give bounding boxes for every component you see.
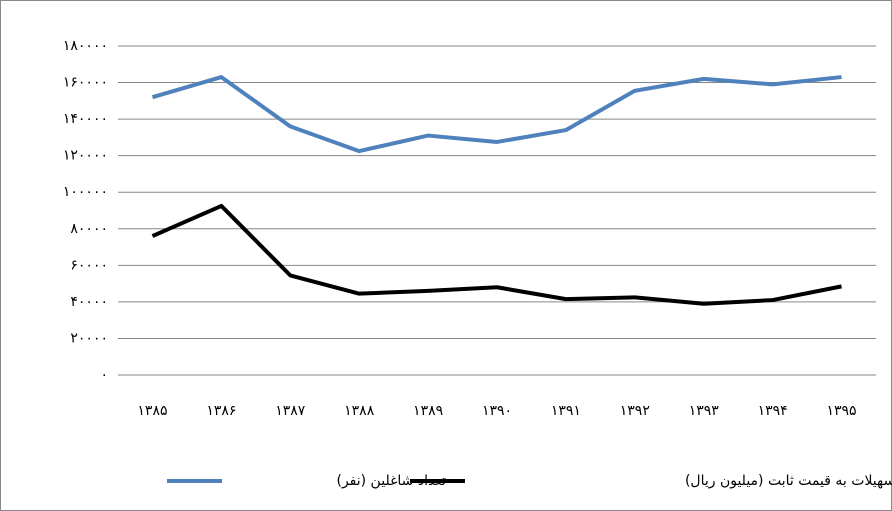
y-tick-label: ۱۸۰۰۰۰ xyxy=(63,38,108,54)
y-tick-label: ۸۰۰۰۰ xyxy=(70,221,108,237)
x-tick-label: ۱۳۸۹ xyxy=(413,403,443,419)
legend-label: تسهیلات به قیمت ثابت (میلیون ریال) xyxy=(685,473,892,489)
x-tick-label: ۱۳۹۰ xyxy=(482,403,512,419)
y-tick-label: ۲۰۰۰۰ xyxy=(70,330,108,346)
x-tick-label: ۱۳۸۵ xyxy=(137,403,167,419)
x-tick-label: ۱۳۹۵ xyxy=(827,403,857,419)
y-tick-label: ۱۰۰۰۰۰ xyxy=(63,184,108,200)
x-tick-label: ۱۳۸۶ xyxy=(206,403,236,419)
y-tick-label: ۰ xyxy=(100,367,108,383)
y-tick-label: ۱۴۰۰۰۰ xyxy=(63,111,108,127)
y-tick-label: ۴۰۰۰۰ xyxy=(70,294,108,310)
y-tick-label: ۱۶۰۰۰۰ xyxy=(63,75,108,91)
x-tick-label: ۱۳۹۲ xyxy=(620,403,650,419)
series-line xyxy=(151,75,842,154)
y-tick-label: ۱۲۰۰۰۰ xyxy=(63,148,108,164)
x-tick-label: ۱۳۸۷ xyxy=(275,403,306,419)
x-tick-label: ۱۳۹۴ xyxy=(758,403,788,419)
y-tick-label: ۶۰۰۰۰ xyxy=(70,257,108,273)
x-tick-label: ۱۳۹۱ xyxy=(551,403,581,419)
x-tick-label: ۱۳۹۳ xyxy=(689,403,720,419)
x-tick-label: ۱۳۸۸ xyxy=(344,403,375,419)
series-line xyxy=(151,203,842,306)
legend-label: تعداد شاغلین (نفر) xyxy=(336,473,446,489)
